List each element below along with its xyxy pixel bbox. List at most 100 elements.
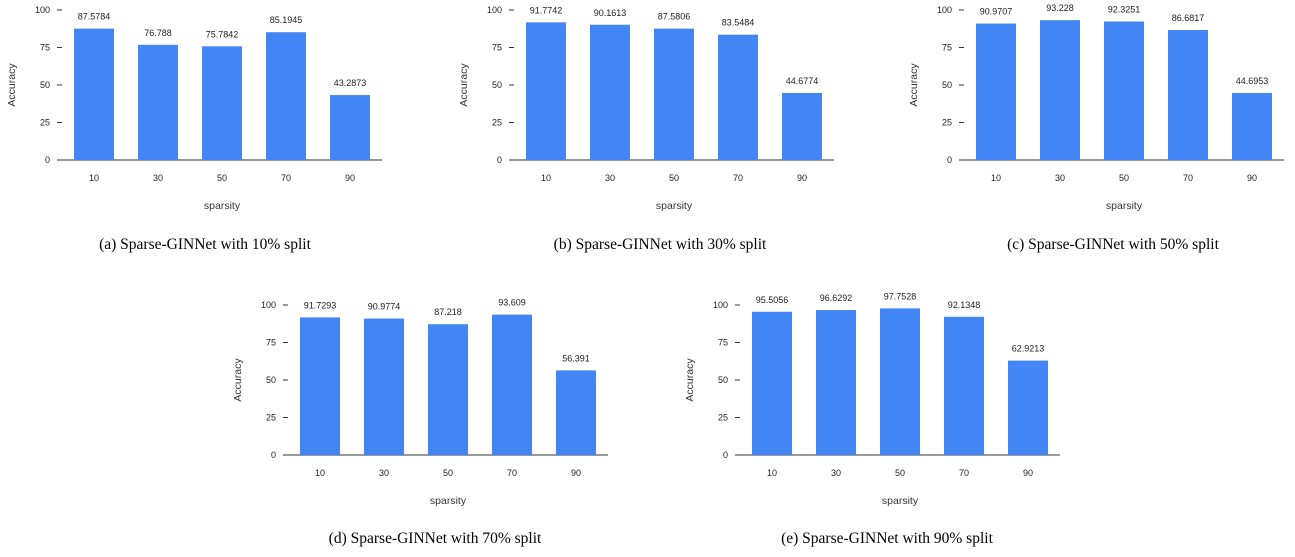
y-tick-label: 75	[492, 43, 502, 53]
bar-70	[492, 314, 532, 455]
caption-e: (e) Sparse-GINNet with 90% split	[781, 530, 993, 547]
y-tick-label: 100	[487, 5, 502, 15]
data-label: 95.5056	[756, 295, 789, 305]
y-tick-label: 25	[40, 118, 50, 128]
y-tick-label: 25	[718, 413, 728, 423]
data-label: 93.228	[1046, 3, 1074, 13]
x-axis-title: sparsity	[882, 495, 919, 507]
data-label: 90.9707	[980, 7, 1013, 17]
x-tick-label: 50	[443, 468, 453, 478]
bar-90	[330, 95, 370, 160]
data-label: 91.7293	[304, 300, 337, 310]
x-axis-title: sparsity	[204, 200, 241, 212]
y-tick-label: 25	[942, 118, 952, 128]
caption-a: (a) Sparse-GINNet with 10% split	[99, 236, 311, 253]
bar-30	[1040, 20, 1080, 160]
y-tick-label: 100	[713, 300, 728, 310]
x-tick-label: 90	[797, 173, 807, 183]
x-tick-label: 50	[217, 173, 227, 183]
bar-50	[1104, 21, 1144, 161]
bar-50	[654, 28, 694, 160]
y-axis-title: Accuracy	[6, 63, 18, 107]
x-tick-label: 30	[605, 173, 615, 183]
y-tick-label: 100	[261, 300, 276, 310]
data-label: 90.1613	[594, 8, 627, 18]
caption-d: (d) Sparse-GINNet with 70% split	[328, 530, 542, 547]
y-tick-label: 100	[937, 5, 952, 15]
data-label: 92.3251	[1108, 5, 1141, 15]
bar-30	[138, 44, 178, 160]
x-tick-label: 70	[959, 468, 969, 478]
data-label: 62.9213	[1012, 344, 1045, 354]
x-tick-label: 10	[541, 173, 551, 183]
data-label: 85.1945	[270, 15, 303, 25]
x-axis-title: sparsity	[656, 200, 693, 212]
bar-30	[590, 24, 630, 160]
bar-10	[300, 317, 340, 455]
data-label: 86.6817	[1172, 13, 1205, 23]
bar-10	[526, 22, 566, 160]
y-tick-label: 75	[266, 338, 276, 348]
y-tick-label: 25	[492, 118, 502, 128]
chart-panel-d: 0 25 50 75 100 91.7293 10 90.9774 30 87.218 50 93.6…	[226, 295, 626, 510]
x-tick-label: 90	[1023, 468, 1033, 478]
y-tick-label: 50	[942, 80, 952, 90]
data-label: 43.2873	[334, 78, 367, 88]
x-tick-label: 70	[281, 173, 291, 183]
caption-c: (c) Sparse-GINNet with 50% split	[1007, 236, 1219, 253]
bar-50	[880, 308, 920, 455]
bar-chart-e: 0 25 50 75 100 95.5056 10 96.6292 30 97.7528 50 92.…	[684, 291, 1060, 507]
chart-panel-e: 0 25 50 75 100 95.5056 10 96.6292 30 97.7528 50 92.…	[678, 291, 1078, 510]
bar-50	[202, 46, 242, 160]
x-tick-label: 30	[379, 468, 389, 478]
y-tick-label: 50	[40, 80, 50, 90]
bar-chart-a: 0 25 50 75 100 87.5784 10 76.788 30 75.7842 50 85.1…	[6, 5, 382, 212]
bar-chart-d: 0 25 50 75 100 91.7293 10 90.9774 30 87.218 50 93.6…	[232, 298, 608, 507]
y-axis-title: Accuracy	[908, 63, 920, 107]
x-tick-label: 10	[315, 468, 325, 478]
bar-70	[944, 316, 984, 455]
y-tick-label: 50	[266, 375, 276, 385]
bar-10	[752, 311, 792, 455]
bar-70	[718, 34, 758, 160]
bar-30	[816, 310, 856, 455]
x-axis-title: sparsity	[1106, 200, 1143, 212]
data-label: 92.1348	[948, 300, 981, 310]
chart-panel-b: 0 25 50 75 100 91.7742 10 90.1613 30 87.5806 50 83.…	[452, 0, 852, 215]
x-tick-label: 70	[507, 468, 517, 478]
x-axis-title: sparsity	[430, 495, 467, 507]
data-label: 97.7528	[884, 291, 917, 301]
y-axis-title: Accuracy	[684, 358, 696, 402]
y-tick-label: 0	[723, 450, 728, 460]
x-tick-label: 10	[991, 173, 1001, 183]
data-label: 83.5484	[722, 18, 755, 28]
data-label: 76.788	[144, 28, 172, 38]
y-tick-label: 50	[718, 375, 728, 385]
chart-panel-c: 0 25 50 75 100 90.9707 10 93.228 30 92.3251 50 86.6…	[902, 0, 1295, 215]
x-tick-label: 70	[1183, 173, 1193, 183]
x-tick-label: 30	[1055, 173, 1065, 183]
bar-90	[1008, 360, 1048, 455]
x-tick-label: 50	[1119, 173, 1129, 183]
bar-70	[266, 32, 306, 160]
data-label: 87.218	[434, 307, 462, 317]
y-tick-label: 0	[947, 155, 952, 165]
data-label: 90.9774	[368, 302, 401, 312]
y-axis-title: Accuracy	[232, 358, 244, 402]
bar-chart-b: 0 25 50 75 100 91.7742 10 90.1613 30 87.5806 50 83.…	[458, 5, 834, 212]
x-tick-label: 70	[733, 173, 743, 183]
x-tick-label: 10	[767, 468, 777, 478]
y-tick-label: 25	[266, 413, 276, 423]
bar-90	[782, 92, 822, 160]
data-label: 44.6774	[786, 76, 819, 86]
x-tick-label: 90	[1247, 173, 1257, 183]
bar-50	[428, 324, 468, 455]
x-tick-label: 30	[831, 468, 841, 478]
x-tick-label: 50	[895, 468, 905, 478]
data-label: 96.6292	[820, 293, 853, 303]
x-tick-label: 90	[345, 173, 355, 183]
y-tick-label: 75	[942, 43, 952, 53]
data-label: 91.7742	[530, 5, 563, 15]
y-tick-label: 0	[497, 155, 502, 165]
y-tick-label: 0	[45, 155, 50, 165]
